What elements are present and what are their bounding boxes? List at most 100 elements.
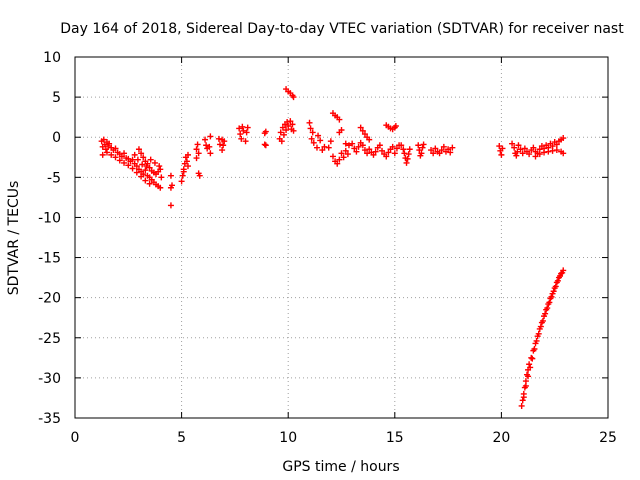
chart-title: Day 164 of 2018, Sidereal Day-to-day VTE… bbox=[60, 21, 624, 37]
data-point bbox=[430, 150, 437, 157]
data-point bbox=[310, 139, 317, 146]
data-point bbox=[449, 144, 456, 151]
data-point bbox=[553, 141, 560, 148]
y-tick-label: -20 bbox=[38, 291, 61, 307]
data-point bbox=[526, 151, 533, 158]
data-point bbox=[221, 138, 228, 145]
data-point bbox=[139, 161, 146, 168]
data-point bbox=[336, 156, 343, 163]
y-tick-label: -35 bbox=[38, 411, 61, 427]
data-point bbox=[553, 147, 560, 154]
data-point bbox=[541, 149, 548, 156]
data-point bbox=[157, 184, 164, 191]
data-point bbox=[261, 141, 268, 148]
data-point bbox=[342, 147, 349, 154]
data-point bbox=[194, 141, 201, 148]
data-point bbox=[550, 288, 557, 295]
y-tick-label: 5 bbox=[52, 90, 61, 106]
data-point bbox=[129, 165, 136, 172]
data-point bbox=[287, 118, 294, 125]
data-point bbox=[509, 140, 516, 147]
data-point bbox=[560, 135, 567, 142]
data-point bbox=[393, 145, 400, 152]
data-point bbox=[405, 151, 412, 158]
data-point bbox=[220, 142, 227, 149]
data-point bbox=[520, 394, 527, 401]
data-point bbox=[359, 127, 366, 134]
data-point bbox=[131, 151, 138, 158]
data-point bbox=[513, 152, 520, 159]
data-point bbox=[432, 145, 439, 152]
data-point bbox=[135, 146, 142, 153]
data-point bbox=[361, 147, 368, 154]
data-point bbox=[539, 317, 546, 324]
data-point bbox=[308, 135, 315, 142]
data-point bbox=[195, 150, 202, 157]
data-point bbox=[525, 373, 532, 380]
data-point bbox=[522, 382, 529, 389]
data-point bbox=[527, 364, 534, 371]
data-point bbox=[496, 143, 503, 150]
data-point bbox=[156, 163, 163, 170]
data-point bbox=[183, 158, 190, 165]
data-point bbox=[530, 144, 537, 151]
data-point bbox=[180, 168, 187, 175]
data-point bbox=[262, 142, 269, 149]
data-point bbox=[133, 169, 140, 176]
data-point bbox=[240, 127, 247, 134]
data-point bbox=[552, 283, 559, 290]
data-point bbox=[138, 173, 145, 180]
data-point bbox=[518, 402, 525, 409]
data-point bbox=[278, 138, 285, 145]
data-point bbox=[112, 145, 119, 152]
x-tick-label: 15 bbox=[386, 430, 404, 446]
data-point bbox=[336, 116, 343, 123]
data-point bbox=[167, 202, 174, 209]
data-point bbox=[146, 164, 153, 171]
data-point bbox=[340, 154, 347, 161]
x-tick-label: 20 bbox=[492, 430, 510, 446]
data-point bbox=[125, 162, 132, 169]
data-point bbox=[179, 172, 186, 179]
data-point bbox=[344, 151, 351, 158]
data-point bbox=[404, 155, 411, 162]
data-point bbox=[338, 127, 345, 134]
data-point bbox=[239, 123, 246, 130]
data-point bbox=[134, 156, 141, 163]
x-axis-label: GPS time / hours bbox=[282, 459, 399, 475]
data-point bbox=[415, 142, 422, 149]
x-tick-label: 0 bbox=[71, 430, 80, 446]
data-point bbox=[157, 166, 164, 173]
data-point bbox=[383, 153, 390, 160]
x-tick-labels: 0 5 10 15 20 25 bbox=[71, 430, 617, 446]
data-point bbox=[196, 172, 203, 179]
data-point bbox=[401, 150, 408, 157]
x-tick-label: 10 bbox=[279, 430, 297, 446]
data-point bbox=[554, 277, 561, 284]
data-point bbox=[521, 145, 528, 152]
data-point bbox=[219, 147, 226, 154]
data-point bbox=[142, 177, 149, 184]
data-point bbox=[244, 124, 251, 131]
data-point bbox=[560, 150, 567, 157]
data-point bbox=[359, 142, 366, 149]
data-point bbox=[103, 149, 110, 156]
data-point bbox=[140, 154, 147, 161]
data-point bbox=[108, 151, 115, 158]
y-axis-label: SDTVAR / TECUs bbox=[6, 181, 22, 296]
data-point bbox=[313, 144, 320, 151]
data-point bbox=[400, 146, 407, 153]
data-point bbox=[143, 163, 150, 170]
data-point bbox=[517, 146, 524, 153]
data-point bbox=[193, 155, 200, 162]
data-point bbox=[357, 124, 364, 131]
x-tick-label: 25 bbox=[599, 430, 617, 446]
data-point bbox=[418, 150, 425, 157]
data-point bbox=[178, 178, 185, 185]
data-point bbox=[147, 156, 154, 163]
data-point bbox=[498, 151, 505, 158]
data-point bbox=[242, 138, 249, 145]
data-point bbox=[531, 346, 538, 353]
data-point bbox=[542, 310, 549, 317]
data-point bbox=[445, 146, 452, 153]
